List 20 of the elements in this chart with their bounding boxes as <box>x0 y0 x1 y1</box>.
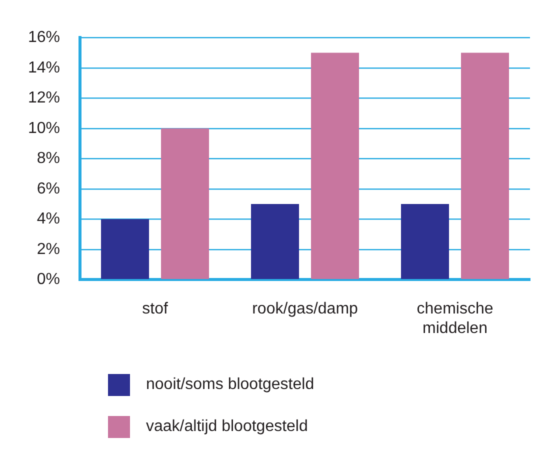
x-tick-label: chemische middelen <box>416 300 494 337</box>
y-tick-label: 14% <box>28 59 60 76</box>
y-tick-label: 2% <box>36 240 60 258</box>
y-tick-label: 6% <box>36 180 60 198</box>
y-tick-label: 16% <box>28 29 60 46</box>
bar <box>311 52 360 279</box>
y-tick-label: 10% <box>28 120 60 137</box>
bar <box>101 219 150 279</box>
bar <box>401 204 450 279</box>
bar <box>161 128 210 279</box>
x-tick-label: rook/gas/damp <box>252 300 358 318</box>
x-tick-label: stof <box>142 300 168 318</box>
y-tick-label: 0% <box>36 271 60 288</box>
legend-label: nooit/soms blootgesteld <box>146 376 314 394</box>
y-tick-label: 4% <box>36 210 60 228</box>
bar <box>251 204 300 279</box>
y-tick-label: 8% <box>36 150 60 168</box>
bar <box>461 52 509 279</box>
legend-label: vaak/altijd blootgesteld <box>146 418 308 436</box>
y-tick-label: 12% <box>28 90 60 107</box>
